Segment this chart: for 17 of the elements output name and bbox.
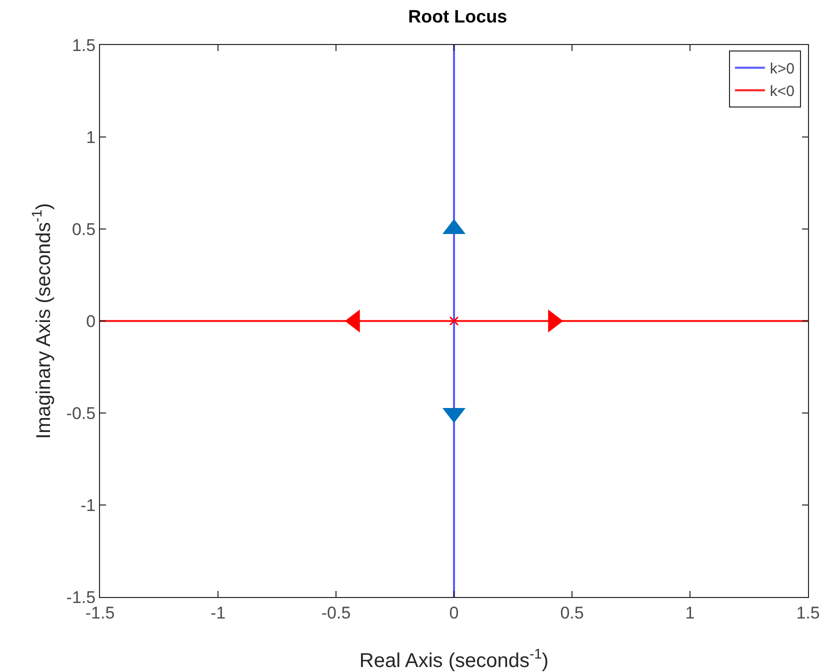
legend-label: k>0	[770, 60, 795, 78]
y-tick-label: 0.5	[72, 220, 96, 239]
x-axis-title: Real Axis (seconds$^{-1}$)	[359, 646, 549, 672]
x-tick-label: 0	[449, 603, 459, 622]
legend-label: k<0	[770, 83, 795, 100]
y-tick-label: -0.5	[66, 404, 96, 423]
x-tick-label: 1	[685, 603, 695, 622]
y-tick-label: 0	[86, 312, 96, 331]
x-tick-label: -1	[210, 603, 226, 622]
y-tick-label: -1.5	[66, 588, 96, 607]
y-tick-label: 1	[86, 128, 96, 147]
y-tick-label: -1	[80, 496, 96, 515]
chart-title: Root Locus	[408, 6, 508, 27]
y-tick-label: 1.5	[72, 36, 96, 55]
x-tick-label: -0.5	[321, 603, 351, 622]
x-tick-label: 0.5	[560, 603, 584, 622]
x-tick-label: 1.5	[796, 603, 820, 622]
